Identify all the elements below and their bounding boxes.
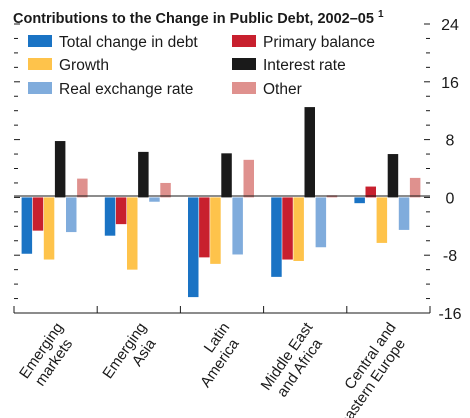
bar <box>188 197 199 298</box>
bar <box>149 197 160 202</box>
legend-swatch <box>232 82 256 94</box>
legend-item: Growth <box>28 57 109 74</box>
legend-label: Total change in debt <box>59 34 198 51</box>
y-tick-label: 8 <box>446 133 455 150</box>
bar <box>66 197 77 233</box>
legend-item: Interest rate <box>232 57 346 74</box>
legend: Total change in debt Primary balance Growt… <box>28 34 375 98</box>
legend-label: Real exchange rate <box>59 81 193 98</box>
bar <box>387 154 399 198</box>
bars <box>21 107 421 298</box>
bar <box>271 197 282 277</box>
bar <box>210 197 221 264</box>
bar <box>232 197 243 255</box>
x-axis-ticks <box>13 306 431 313</box>
legend-item: Other <box>232 81 302 98</box>
y-tick-label: -8 <box>443 248 457 265</box>
legend-label: Interest rate <box>263 57 346 74</box>
chart-title-superscript: 1 <box>378 9 384 20</box>
y-tick-label: 0 <box>446 190 455 207</box>
legend-label: Growth <box>59 57 109 74</box>
bar <box>115 197 127 225</box>
legend-label: Primary balance <box>263 34 375 51</box>
bar <box>54 141 66 198</box>
bar <box>282 197 293 260</box>
bar <box>127 197 138 270</box>
bar <box>138 151 149 198</box>
bar <box>354 197 365 204</box>
legend-item: Primary balance <box>232 34 375 51</box>
bar <box>409 177 421 198</box>
bar <box>160 182 171 198</box>
legend-label: Other <box>263 81 302 98</box>
bar <box>376 197 388 243</box>
chart-title-main: Contributions to the Change in Public De… <box>13 11 374 27</box>
legend-swatch <box>28 35 52 47</box>
legend-swatch <box>28 82 52 94</box>
bar <box>304 107 315 198</box>
bar <box>293 197 304 261</box>
bar <box>21 197 33 254</box>
legend-swatch <box>232 58 256 70</box>
bar <box>398 197 410 230</box>
bar <box>243 159 254 198</box>
bar <box>221 153 232 198</box>
right-axis: -16 -8 0 8 16 24 <box>424 17 462 323</box>
left-axis <box>14 23 20 314</box>
legend-swatch <box>232 35 256 47</box>
y-tick-label: -16 <box>438 306 461 323</box>
y-tick-label: 24 <box>441 17 459 34</box>
bar <box>43 197 55 260</box>
bar <box>32 197 44 231</box>
chart-title: Contributions to the Change in Public De… <box>13 9 384 27</box>
legend-item: Total change in debt <box>28 34 198 51</box>
bar <box>365 186 376 198</box>
bar <box>315 197 327 248</box>
y-tick-label: 16 <box>441 75 459 92</box>
bar <box>77 178 88 198</box>
bar <box>199 197 210 258</box>
legend-swatch <box>28 58 52 70</box>
legend-item: Real exchange rate <box>28 81 193 98</box>
bar <box>104 197 116 236</box>
